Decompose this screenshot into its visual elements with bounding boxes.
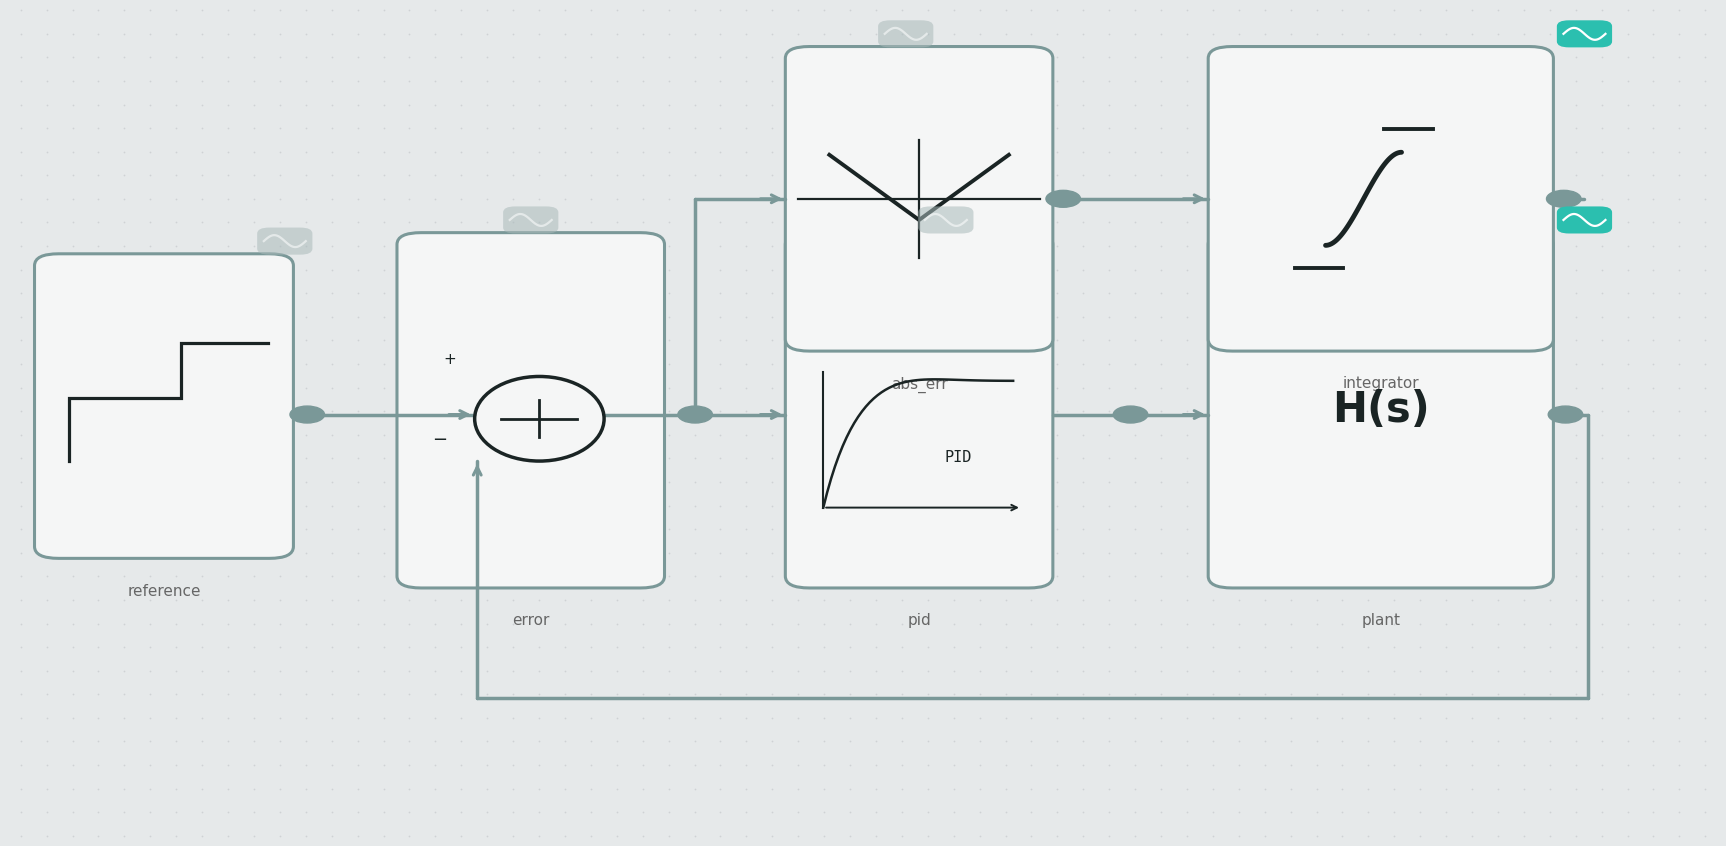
Text: H(s): H(s) xyxy=(1332,389,1429,431)
FancyBboxPatch shape xyxy=(397,233,665,588)
Text: abs_err: abs_err xyxy=(891,376,948,393)
FancyBboxPatch shape xyxy=(502,206,559,233)
FancyBboxPatch shape xyxy=(1208,233,1553,588)
FancyBboxPatch shape xyxy=(785,47,1053,351)
Circle shape xyxy=(1113,406,1148,423)
FancyBboxPatch shape xyxy=(918,206,973,233)
Text: pid: pid xyxy=(908,613,930,629)
Text: error: error xyxy=(513,613,549,629)
FancyBboxPatch shape xyxy=(785,233,1053,588)
Text: −: − xyxy=(432,431,447,449)
Circle shape xyxy=(678,406,713,423)
Circle shape xyxy=(1546,190,1581,207)
FancyBboxPatch shape xyxy=(1557,206,1612,233)
Text: reference: reference xyxy=(128,584,200,599)
Circle shape xyxy=(290,406,324,423)
FancyBboxPatch shape xyxy=(1557,20,1612,47)
FancyBboxPatch shape xyxy=(35,254,293,558)
Text: integrator: integrator xyxy=(1343,376,1419,392)
Text: plant: plant xyxy=(1362,613,1400,629)
Text: +: + xyxy=(444,352,456,367)
Circle shape xyxy=(1046,190,1080,207)
FancyBboxPatch shape xyxy=(879,20,934,47)
Circle shape xyxy=(1548,406,1583,423)
Text: PID: PID xyxy=(944,450,972,465)
FancyBboxPatch shape xyxy=(257,228,312,255)
FancyBboxPatch shape xyxy=(1208,47,1553,351)
